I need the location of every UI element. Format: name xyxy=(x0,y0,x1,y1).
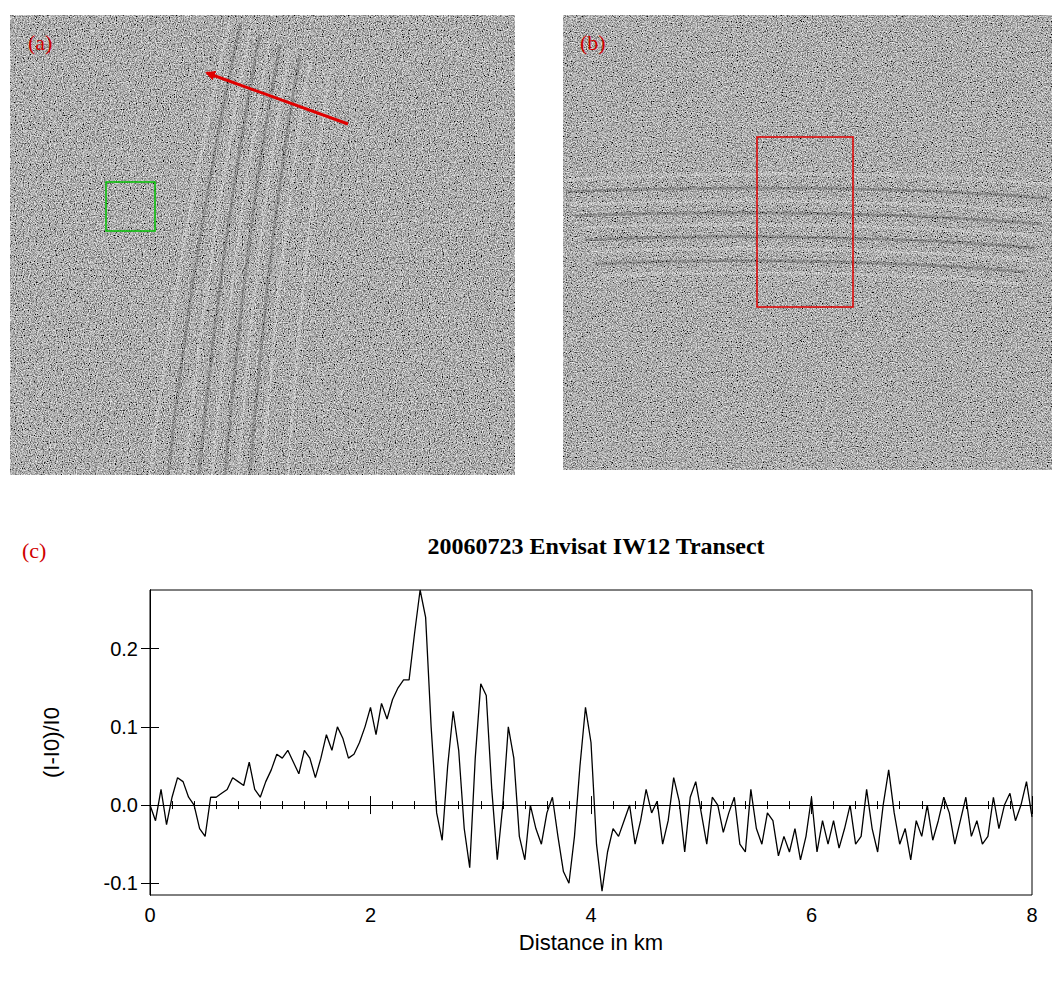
svg-text:8: 8 xyxy=(1026,904,1037,926)
svg-text:4: 4 xyxy=(585,904,596,926)
svg-text:20060723 Envisat IW12 Transect: 20060723 Envisat IW12 Transect xyxy=(427,533,764,559)
html-text:(a): (a) xyxy=(28,30,53,55)
svg-text:2: 2 xyxy=(365,904,376,926)
svg-text:0: 0 xyxy=(144,904,155,926)
html-text:(c): (c) xyxy=(22,538,47,563)
svg-text:-0.1: -0.1 xyxy=(104,872,138,894)
svg-text:0.0: 0.0 xyxy=(110,794,138,816)
svg-text:0.1: 0.1 xyxy=(110,716,138,738)
html-text:(b): (b) xyxy=(580,30,606,55)
svg-text:0.2: 0.2 xyxy=(110,638,138,660)
svg-text:(I-I0)/I0: (I-I0)/I0 xyxy=(39,707,64,778)
svg-text:6: 6 xyxy=(806,904,817,926)
svg-text:Distance in km: Distance in km xyxy=(519,930,663,955)
